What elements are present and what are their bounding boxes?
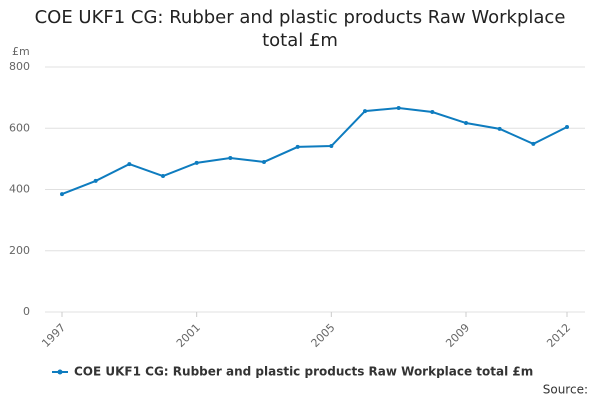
point xyxy=(363,109,367,114)
point xyxy=(565,125,569,130)
x-tick-label: 2005 xyxy=(309,321,338,350)
point xyxy=(262,159,266,164)
point xyxy=(161,174,165,179)
legend-marker xyxy=(57,369,63,375)
point xyxy=(497,126,502,131)
y-tick-label: 600 xyxy=(9,121,30,134)
point xyxy=(295,144,300,149)
source: Source: xyxy=(543,383,588,397)
point xyxy=(329,144,334,149)
point xyxy=(194,160,199,165)
point xyxy=(127,162,132,167)
legend-label: COE UKF1 CG: Rubber and plastic products… xyxy=(74,365,533,379)
point xyxy=(464,121,468,126)
y-tick-label: 200 xyxy=(9,244,30,257)
x-tick-label: 2012 xyxy=(544,321,573,350)
point xyxy=(60,192,64,197)
y-tick-label: 800 xyxy=(9,60,30,73)
point xyxy=(531,141,536,146)
point xyxy=(228,155,233,160)
y-tick-label: 400 xyxy=(9,183,30,196)
x-tick-label: 2001 xyxy=(174,321,203,350)
x-tick-label: 1997 xyxy=(39,321,68,350)
point xyxy=(93,178,98,183)
chart-title: COE UKF1 CG: Rubber and plastic products… xyxy=(34,7,566,51)
series-line xyxy=(61,107,568,196)
x-tick-label: 2009 xyxy=(443,321,472,350)
y-tick-label: 0 xyxy=(23,305,30,318)
point xyxy=(430,110,435,115)
point xyxy=(396,106,401,111)
y-unit: £m xyxy=(12,45,30,58)
